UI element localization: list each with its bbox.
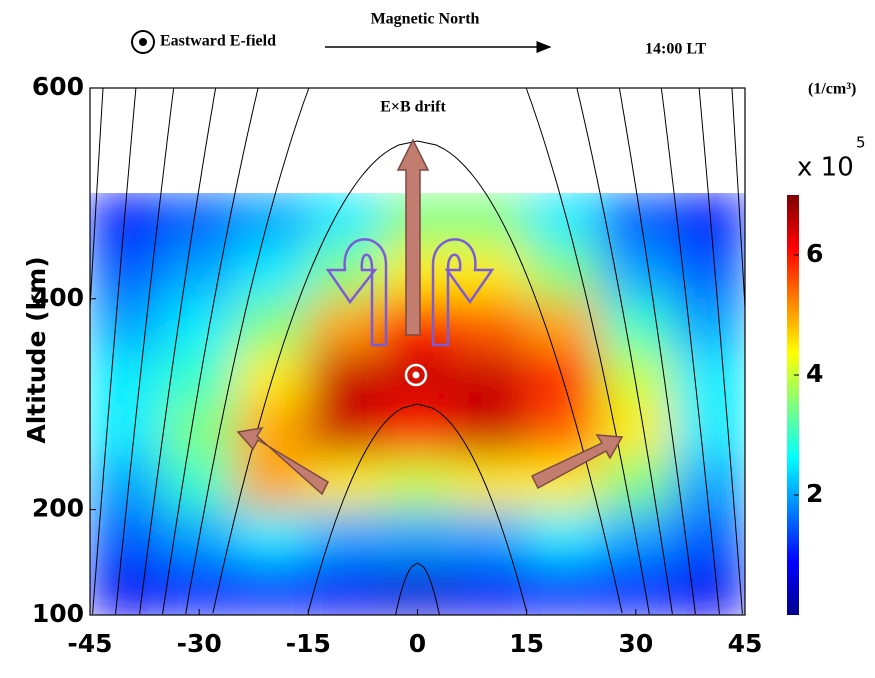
x-tick-label: 30 <box>618 629 653 658</box>
heat-cell <box>599 562 672 615</box>
heat-cell <box>599 299 672 352</box>
heat-cell <box>381 404 454 457</box>
heat-cell <box>163 562 236 615</box>
heat-cell <box>381 457 454 510</box>
heat-cell <box>236 562 309 615</box>
heat-cell <box>672 404 745 457</box>
drift-label: E×B drift <box>380 99 446 116</box>
x-tick-label: 0 <box>409 629 426 658</box>
colorbar-exponent: 5 <box>856 134 866 152</box>
heat-cell <box>672 352 745 405</box>
heat-cell <box>381 510 454 563</box>
heat-cell <box>90 352 163 405</box>
heat-cell <box>454 562 527 615</box>
colorbar <box>787 195 799 615</box>
x-tick-label: -30 <box>177 629 222 658</box>
heat-cell <box>672 457 745 510</box>
heat-cell <box>90 562 163 615</box>
heat-cell <box>454 510 527 563</box>
heat-cell <box>90 404 163 457</box>
heat-cell <box>454 352 527 405</box>
x-tick-label: 15 <box>509 629 544 658</box>
heat-cell <box>308 352 381 405</box>
heat-cell <box>454 457 527 510</box>
heat-cell <box>527 193 600 246</box>
colorbar-tick-label: 6 <box>806 239 823 268</box>
heat-cell <box>527 562 600 615</box>
heat-cell <box>236 193 309 246</box>
heat-cell <box>527 246 600 299</box>
e-field-dot <box>139 38 147 46</box>
field-line <box>764 86 786 614</box>
heat-cell <box>672 562 745 615</box>
heat-cell <box>90 193 163 246</box>
heat-cell <box>527 352 600 405</box>
y-tick-label: 100 <box>32 599 84 628</box>
x-tick-label: 45 <box>728 629 763 658</box>
heat-cell <box>163 246 236 299</box>
heat-cell <box>308 299 381 352</box>
heat-cell <box>90 299 163 352</box>
field-line <box>50 86 72 614</box>
heat-cell <box>163 404 236 457</box>
heat-cell <box>308 404 381 457</box>
heat-cell <box>163 193 236 246</box>
e-field-marker-dot <box>413 372 420 379</box>
heat-cell <box>236 510 309 563</box>
colorbar-tick-label: 4 <box>806 359 823 388</box>
colorbar-multiplier: x 10 <box>797 153 854 183</box>
heat-cell <box>672 299 745 352</box>
colorbar-tick-label: 2 <box>806 479 823 508</box>
heat-cell <box>599 246 672 299</box>
heat-cell <box>381 352 454 405</box>
heat-cell <box>599 510 672 563</box>
direction-label: Magnetic North <box>371 11 480 28</box>
y-tick-label: 600 <box>32 72 84 101</box>
heat-cell <box>163 457 236 510</box>
y-tick-label: 400 <box>32 283 84 312</box>
x-tick-label: -15 <box>286 629 331 658</box>
chart: Eastward E-field Magnetic North 14:00 LT… <box>0 0 875 674</box>
heat-cell <box>381 562 454 615</box>
heat-cell <box>236 246 309 299</box>
heat-cell <box>599 457 672 510</box>
heat-cell <box>454 299 527 352</box>
heat-cell <box>527 510 600 563</box>
heat-cell <box>599 193 672 246</box>
y-tick-label: 200 <box>32 494 84 523</box>
legend-label: Eastward E-field <box>160 33 276 50</box>
colorbar-unit: (1/cm³) <box>808 81 856 98</box>
heat-cell <box>308 193 381 246</box>
heat-cell <box>308 510 381 563</box>
heat-cell <box>163 299 236 352</box>
x-tick-label: -45 <box>67 629 112 658</box>
heat-cell <box>454 404 527 457</box>
time-label: 14:00 LT <box>645 41 707 58</box>
